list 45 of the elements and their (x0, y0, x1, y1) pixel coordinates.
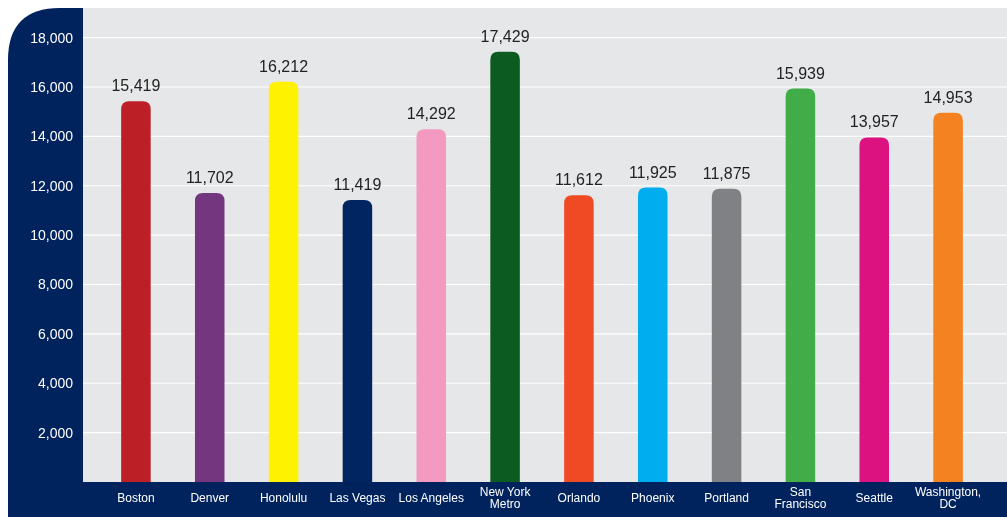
y-tick-label: 6,000 (37, 325, 74, 342)
x-tick-label: Denver (190, 491, 230, 505)
y-tick-label: 2,000 (37, 424, 74, 441)
y-tick-label: 8,000 (37, 276, 74, 293)
y-tick-label: 14,000 (30, 128, 74, 145)
bar (785, 88, 816, 482)
x-tick-label: Los Angeles (398, 491, 464, 505)
data-label: 11,702 (185, 169, 234, 187)
x-tick-label: Washington, DC (914, 485, 982, 511)
data-label: 14,953 (923, 88, 973, 106)
data-label: 13,957 (849, 113, 899, 131)
data-label: 11,925 (628, 163, 677, 181)
bar (342, 200, 373, 482)
y-tick-label: 18,000 (30, 29, 74, 46)
x-tick-label: Seattle (855, 491, 894, 505)
x-tick-label: Portland (704, 491, 749, 505)
bar (268, 81, 299, 482)
y-tick-label: 16,000 (30, 78, 74, 95)
y-tick-label: 12,000 (30, 177, 74, 194)
data-label: 17,429 (480, 27, 530, 45)
data-label: 11,419 (333, 176, 382, 194)
bar (637, 187, 668, 482)
bar (859, 137, 890, 482)
x-tick-label: Boston (117, 491, 155, 505)
data-label: 15,939 (775, 64, 825, 82)
x-tick-label: Phoenix (631, 491, 675, 505)
bar (194, 193, 225, 482)
data-label: 11,612 (555, 171, 603, 189)
bar (564, 195, 594, 482)
data-label: 11,875 (702, 164, 751, 182)
x-tick-label: Orlando (557, 491, 601, 505)
x-tick-label: San Francisco (774, 485, 827, 511)
x-tick-label: Las Vegas (329, 491, 386, 505)
data-label: 15,419 (111, 77, 161, 95)
bar (711, 188, 742, 482)
data-label: 16,212 (259, 57, 309, 75)
x-tick-label: Honolulu (259, 491, 308, 505)
x-tick-label: New York Metro (479, 485, 532, 511)
bar (490, 51, 520, 482)
y-tick-label: 10,000 (30, 227, 74, 244)
data-label: 14,292 (406, 105, 456, 123)
y-tick-label: 4,000 (37, 375, 74, 392)
bar (121, 101, 151, 482)
bar (933, 112, 963, 482)
bar (416, 129, 447, 482)
